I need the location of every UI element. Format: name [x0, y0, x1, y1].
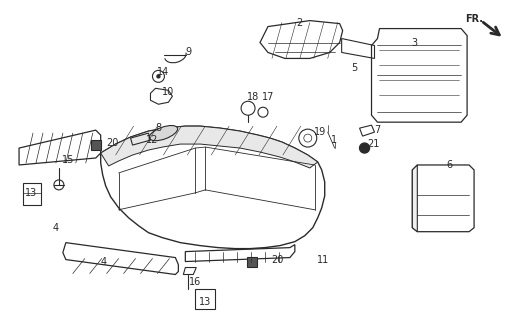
- Text: 8: 8: [155, 123, 162, 133]
- Text: 7: 7: [375, 125, 381, 135]
- Text: 6: 6: [446, 160, 452, 170]
- Text: 20: 20: [106, 138, 119, 148]
- Text: 12: 12: [146, 135, 159, 145]
- Text: 5: 5: [352, 63, 358, 73]
- Text: 14: 14: [157, 68, 169, 77]
- Text: 18: 18: [247, 92, 259, 102]
- Text: 11: 11: [317, 255, 329, 265]
- Circle shape: [157, 75, 160, 78]
- Polygon shape: [412, 165, 417, 232]
- Text: 17: 17: [262, 92, 274, 102]
- Text: 20: 20: [272, 255, 284, 265]
- Bar: [91, 140, 101, 150]
- Bar: [247, 257, 257, 267]
- Text: 21: 21: [367, 139, 380, 149]
- Text: 2: 2: [296, 18, 303, 28]
- Text: 1: 1: [331, 135, 337, 145]
- Ellipse shape: [149, 125, 178, 141]
- Text: FR.: FR.: [465, 14, 483, 24]
- Text: 15: 15: [61, 155, 74, 165]
- Text: 4: 4: [53, 223, 59, 233]
- Polygon shape: [101, 126, 318, 168]
- Text: 3: 3: [411, 37, 417, 47]
- Text: 13: 13: [199, 297, 212, 308]
- Text: 10: 10: [162, 87, 175, 97]
- Circle shape: [359, 143, 369, 153]
- Text: 13: 13: [25, 188, 37, 198]
- Text: 16: 16: [189, 277, 202, 287]
- Text: 19: 19: [314, 127, 326, 137]
- Text: 9: 9: [185, 47, 191, 58]
- Text: 4: 4: [101, 257, 107, 267]
